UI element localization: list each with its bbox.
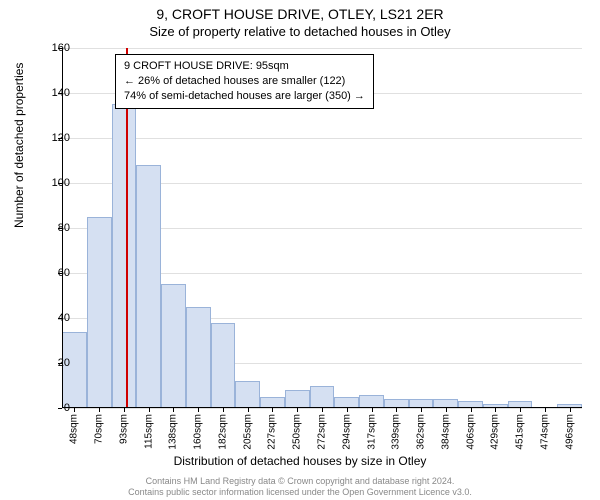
y-tick-label: 120 bbox=[40, 132, 70, 144]
y-axis-label: Number of detached properties bbox=[12, 63, 26, 228]
x-tick-label: 250sqm bbox=[292, 414, 303, 450]
y-tick-label: 100 bbox=[40, 177, 70, 189]
grid-line bbox=[62, 48, 582, 49]
y-tick-label: 20 bbox=[40, 357, 70, 369]
x-tick-label: 294sqm bbox=[341, 414, 352, 450]
histogram-bar bbox=[235, 381, 260, 408]
histogram-bar bbox=[211, 323, 236, 409]
y-tick-mark bbox=[58, 318, 62, 319]
x-tick-mark bbox=[446, 408, 447, 412]
y-tick-label: 80 bbox=[40, 222, 70, 234]
chart-title-sub: Size of property relative to detached ho… bbox=[0, 22, 600, 43]
x-tick-mark bbox=[272, 408, 273, 412]
y-tick-mark bbox=[58, 273, 62, 274]
y-tick-label: 160 bbox=[40, 42, 70, 54]
x-tick-label: 339sqm bbox=[391, 414, 402, 450]
histogram-bar bbox=[161, 284, 186, 408]
footer-line1: Contains HM Land Registry data © Crown c… bbox=[0, 476, 600, 487]
x-tick-label: 451sqm bbox=[515, 414, 526, 450]
x-tick-label: 205sqm bbox=[242, 414, 253, 450]
histogram-bar bbox=[186, 307, 211, 408]
histogram-bar bbox=[112, 104, 137, 408]
x-tick-label: 160sqm bbox=[193, 414, 204, 450]
x-tick-label: 317sqm bbox=[366, 414, 377, 450]
footer-line2: Contains public sector information licen… bbox=[0, 487, 600, 498]
x-tick-mark bbox=[124, 408, 125, 412]
y-tick-mark bbox=[58, 363, 62, 364]
histogram-bar bbox=[62, 332, 87, 409]
x-tick-mark bbox=[173, 408, 174, 412]
annotation-line2: ← 26% of detached houses are smaller (12… bbox=[124, 74, 365, 89]
footer-attribution: Contains HM Land Registry data © Crown c… bbox=[0, 476, 600, 498]
x-tick-mark bbox=[495, 408, 496, 412]
x-tick-mark bbox=[421, 408, 422, 412]
grid-line bbox=[62, 138, 582, 139]
y-tick-mark bbox=[58, 228, 62, 229]
y-tick-label: 60 bbox=[40, 267, 70, 279]
x-tick-mark bbox=[471, 408, 472, 412]
x-tick-mark bbox=[570, 408, 571, 412]
x-tick-mark bbox=[297, 408, 298, 412]
x-tick-mark bbox=[396, 408, 397, 412]
x-tick-label: 406sqm bbox=[465, 414, 476, 450]
x-tick-label: 182sqm bbox=[217, 414, 228, 450]
x-tick-label: 496sqm bbox=[564, 414, 575, 450]
x-tick-mark bbox=[545, 408, 546, 412]
y-tick-mark bbox=[58, 93, 62, 94]
histogram-bar bbox=[310, 386, 335, 409]
x-tick-label: 362sqm bbox=[416, 414, 427, 450]
y-tick-label: 40 bbox=[40, 312, 70, 324]
x-tick-label: 272sqm bbox=[317, 414, 328, 450]
x-tick-mark bbox=[223, 408, 224, 412]
x-tick-mark bbox=[322, 408, 323, 412]
x-tick-label: 70sqm bbox=[94, 414, 105, 444]
x-tick-mark bbox=[347, 408, 348, 412]
x-axis-label: Distribution of detached houses by size … bbox=[0, 454, 600, 468]
chart-title-main: 9, CROFT HOUSE DRIVE, OTLEY, LS21 2ER bbox=[0, 0, 600, 22]
annotation-line3: 74% of semi-detached houses are larger (… bbox=[124, 89, 365, 104]
histogram-bar bbox=[136, 165, 161, 408]
annotation-line1: 9 CROFT HOUSE DRIVE: 95sqm bbox=[124, 59, 365, 74]
y-tick-label: 140 bbox=[40, 87, 70, 99]
x-tick-mark bbox=[372, 408, 373, 412]
x-tick-mark bbox=[149, 408, 150, 412]
annotation-box: 9 CROFT HOUSE DRIVE: 95sqm ← 26% of deta… bbox=[115, 54, 374, 109]
x-tick-label: 93sqm bbox=[118, 414, 129, 444]
x-tick-mark bbox=[198, 408, 199, 412]
x-tick-mark bbox=[99, 408, 100, 412]
x-tick-mark bbox=[74, 408, 75, 412]
y-tick-mark bbox=[58, 408, 62, 409]
histogram-bar bbox=[87, 217, 112, 408]
y-tick-mark bbox=[58, 183, 62, 184]
x-tick-label: 138sqm bbox=[168, 414, 179, 450]
x-tick-label: 227sqm bbox=[267, 414, 278, 450]
x-tick-label: 384sqm bbox=[440, 414, 451, 450]
x-tick-mark bbox=[248, 408, 249, 412]
x-tick-label: 115sqm bbox=[143, 414, 154, 449]
x-tick-mark bbox=[520, 408, 521, 412]
x-tick-label: 48sqm bbox=[69, 414, 80, 444]
y-tick-mark bbox=[58, 138, 62, 139]
x-tick-label: 429sqm bbox=[490, 414, 501, 450]
y-tick-label: 0 bbox=[40, 402, 70, 414]
x-tick-label: 474sqm bbox=[539, 414, 550, 450]
histogram-bar bbox=[359, 395, 384, 409]
y-tick-mark bbox=[58, 48, 62, 49]
histogram-bar bbox=[285, 390, 310, 408]
